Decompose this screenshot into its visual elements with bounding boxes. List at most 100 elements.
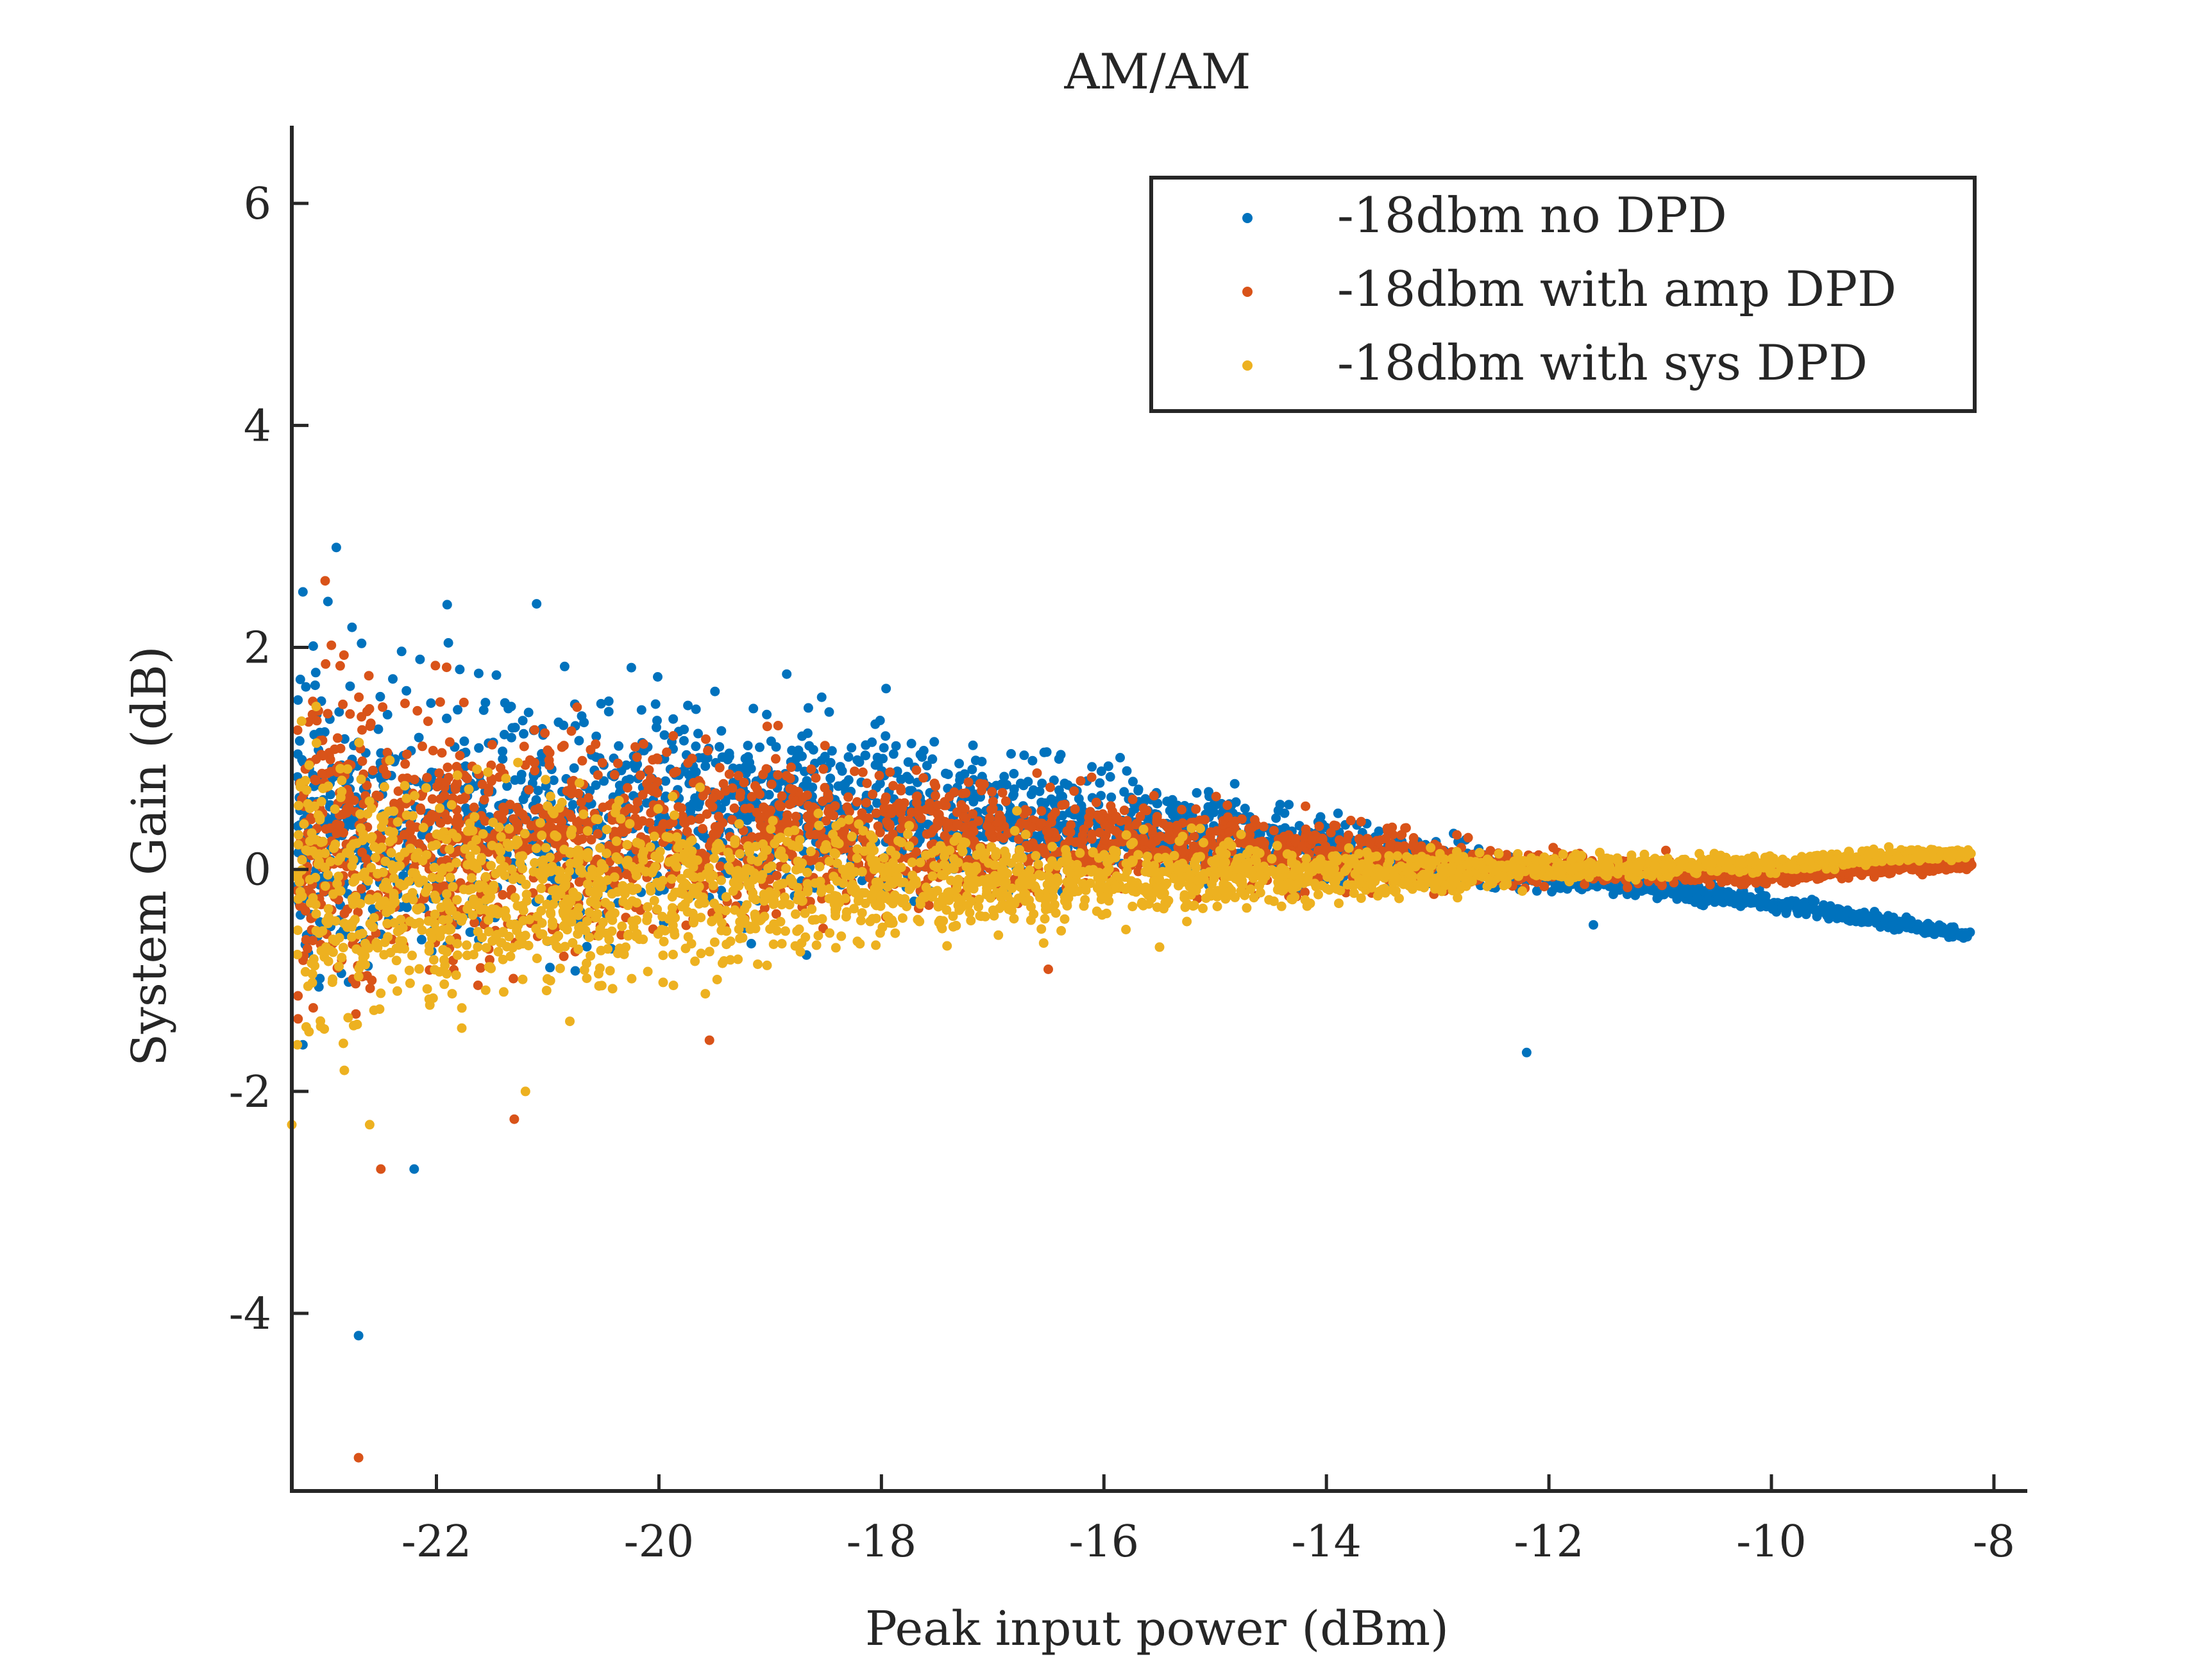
scatter-point <box>1929 929 1939 939</box>
scatter-point <box>1321 845 1331 855</box>
scatter-point <box>1297 841 1308 851</box>
scatter-point <box>1095 778 1105 788</box>
scatter-point <box>773 721 783 730</box>
scatter-point <box>704 1035 714 1045</box>
scatter-point <box>1886 868 1895 878</box>
scatter-point <box>323 596 333 607</box>
scatter-point <box>498 754 508 764</box>
scatter-point <box>1115 753 1125 762</box>
scatter-point <box>362 780 372 791</box>
scatter-point <box>1396 830 1406 840</box>
scatter-point <box>357 638 367 648</box>
scatter-point <box>1022 806 1033 816</box>
scatter-point <box>511 818 521 828</box>
scatter-point <box>1111 811 1122 821</box>
scatter-point <box>1279 832 1289 841</box>
scatter-point <box>686 806 696 816</box>
scatter-point <box>1200 814 1210 825</box>
scatter-point <box>1782 897 1793 907</box>
scatter-point <box>502 781 512 791</box>
scatter-point <box>816 692 827 702</box>
scatter-point <box>1959 933 1969 943</box>
scatter-point <box>1923 923 1933 934</box>
scatter-point <box>1385 841 1395 851</box>
scatter-point <box>1314 821 1324 831</box>
scatter-point <box>1013 834 1024 845</box>
scatter-point <box>746 764 756 774</box>
scatter-point <box>1702 896 1712 906</box>
scatter-point <box>566 783 577 793</box>
scatter-point <box>999 771 1009 782</box>
scatter-point <box>711 829 722 839</box>
scatter-point <box>1809 904 1819 914</box>
scatter-point <box>959 804 970 814</box>
scatter-point <box>293 1014 303 1024</box>
scatter-point <box>460 761 471 771</box>
scatter-point <box>609 770 620 780</box>
scatter-point <box>1240 804 1250 814</box>
scatter-point <box>880 796 890 806</box>
scatter-point <box>409 775 419 785</box>
scatter-point <box>1749 897 1759 907</box>
scatter-point <box>593 829 603 839</box>
scatter-point <box>959 812 969 822</box>
scatter-point <box>1222 800 1233 811</box>
scatter-point <box>432 782 443 792</box>
scatter-point <box>414 732 424 743</box>
scatter-point <box>1019 750 1029 761</box>
scatter-point <box>619 825 629 836</box>
scatter-point <box>724 769 734 779</box>
scatter-point <box>293 848 303 857</box>
scatter-point <box>459 794 469 804</box>
scatter-point <box>1162 796 1172 807</box>
scatter-point <box>827 746 837 756</box>
scatter-point <box>1760 891 1771 901</box>
scatter-point <box>444 737 455 747</box>
scatter-point <box>338 699 348 709</box>
scatter-point <box>693 728 703 739</box>
scatter-point <box>984 813 995 823</box>
scatter-point <box>1224 827 1234 838</box>
scatter-point <box>816 755 827 766</box>
scatter-point <box>1580 879 1590 889</box>
scatter-point <box>747 832 757 842</box>
scatter-point <box>872 798 882 808</box>
scatter-point <box>929 737 940 747</box>
scatter-point <box>422 773 432 783</box>
scatter-point <box>771 754 781 764</box>
scatter-point <box>573 836 584 846</box>
scatter-point <box>782 669 792 679</box>
scatter-point <box>613 758 623 768</box>
scatter-point <box>1042 747 1052 757</box>
scatter-point <box>1823 910 1834 920</box>
scatter-point <box>888 780 899 791</box>
scatter-point <box>707 802 718 812</box>
scatter-point <box>426 698 436 708</box>
scatter-point <box>857 875 867 886</box>
scatter-point <box>1135 811 1145 821</box>
scatter-point <box>881 684 891 694</box>
scatter-point <box>459 697 469 707</box>
scatter-point <box>415 654 425 664</box>
scatter-point <box>303 717 314 727</box>
scatter-point <box>572 702 582 712</box>
scatter-point <box>597 758 607 768</box>
scatter-point <box>364 703 375 714</box>
scatter-point <box>308 641 318 651</box>
scatter-point <box>499 730 509 739</box>
scatter-point <box>625 774 635 784</box>
scatter-point <box>1066 820 1076 830</box>
scatter-point <box>460 803 471 813</box>
scatter-point <box>530 725 539 735</box>
scatter-point <box>1555 883 1566 893</box>
scatter-point <box>1375 835 1385 845</box>
scatter-point <box>729 803 739 813</box>
scatter-point <box>824 707 834 717</box>
scatter-point <box>553 717 564 727</box>
scatter-point <box>1095 827 1105 838</box>
scatter-point <box>708 793 718 803</box>
chart-title: AM/AM <box>1063 43 1251 100</box>
scatter-point <box>574 877 584 887</box>
scatter-point <box>478 705 489 715</box>
scatter-point <box>1354 834 1364 844</box>
